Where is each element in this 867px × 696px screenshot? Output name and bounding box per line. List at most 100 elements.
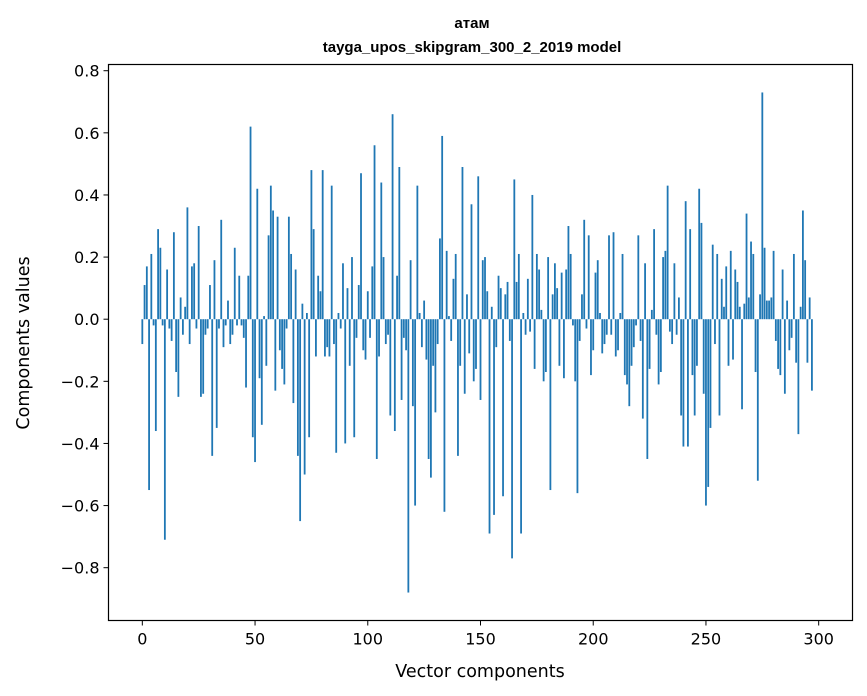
bar-16 [177, 319, 180, 397]
bar-250 [705, 319, 707, 506]
bar-12 [168, 319, 171, 329]
bar-45 [242, 319, 245, 338]
bar-51 [256, 188, 259, 320]
bar-156 [493, 319, 495, 515]
bar-83 [328, 319, 331, 357]
bar-32 [213, 260, 216, 320]
bar-251 [707, 319, 710, 487]
bar-266 [741, 319, 743, 410]
bar-286 [786, 300, 789, 320]
bar-221 [639, 319, 642, 341]
bar-296 [808, 297, 811, 320]
bar-209 [612, 232, 615, 320]
bar-134 [443, 319, 446, 512]
bar-259 [725, 266, 728, 320]
bar-103 [373, 145, 376, 320]
bar-17 [179, 297, 182, 320]
bar-273 [756, 319, 759, 481]
bar-114 [398, 167, 401, 320]
bar-130 [434, 319, 437, 413]
bar-24 [195, 319, 198, 329]
bar-269 [747, 297, 750, 320]
bar-218 [632, 319, 635, 348]
bar-3 [148, 319, 150, 491]
bar-201 [594, 272, 597, 320]
y-axis-label: Components values [14, 256, 34, 429]
bar-41 [233, 247, 236, 320]
x-tick-label: 150 [465, 630, 496, 649]
bar-66 [290, 253, 293, 320]
bar-11 [166, 269, 169, 320]
bar-1 [143, 285, 146, 320]
bar-142 [461, 167, 464, 320]
bar-240 [682, 319, 685, 447]
bar-58 [272, 210, 274, 320]
bar-211 [617, 319, 619, 351]
bar-217 [630, 319, 633, 366]
bar-213 [621, 253, 624, 320]
bar-70 [299, 319, 302, 522]
bar-226 [650, 309, 653, 320]
bar-267 [743, 303, 746, 320]
bar-158 [497, 275, 500, 320]
bar-204 [601, 319, 604, 354]
bar-40 [231, 319, 234, 335]
bar-97 [360, 173, 362, 320]
bar-214 [623, 319, 626, 376]
bar-135 [445, 250, 448, 320]
bar-4 [150, 253, 153, 320]
bar-0 [141, 319, 144, 345]
bar-60 [276, 216, 279, 320]
bar-89 [342, 263, 344, 320]
bar-7 [157, 229, 159, 320]
bar-111 [391, 114, 394, 320]
bar-202 [596, 260, 599, 320]
bar-87 [337, 312, 340, 320]
bar-252 [709, 319, 712, 428]
bar-129 [432, 319, 435, 366]
bar-294 [804, 260, 807, 320]
bar-115 [400, 319, 403, 400]
bar-256 [718, 319, 721, 416]
bar-75 [310, 170, 313, 320]
bar-18 [182, 319, 184, 335]
bar-169 [522, 312, 525, 320]
chart-subtitle: tayga_upos_skipgram_300_2_2019 model [323, 39, 622, 56]
bar-234 [668, 319, 671, 332]
bar-78 [317, 275, 320, 320]
bar-182 [551, 294, 554, 320]
bar-232 [664, 250, 667, 320]
bar-141 [459, 319, 462, 366]
bar-62 [281, 319, 283, 369]
bar-161 [504, 294, 507, 320]
bar-38 [227, 300, 229, 320]
bar-268 [745, 213, 748, 320]
bar-160 [502, 319, 504, 497]
bar-228 [655, 319, 658, 335]
y-tick-label: 0.6 [74, 124, 99, 143]
bar-227 [653, 229, 655, 320]
bar-292 [799, 306, 802, 320]
bar-122 [416, 185, 419, 320]
bar-254 [714, 319, 716, 345]
bar-241 [684, 201, 687, 320]
bar-144 [466, 294, 468, 320]
bar-55 [265, 319, 268, 366]
x-tick-label: 50 [245, 630, 265, 649]
bar-21 [188, 319, 191, 345]
bar-69 [296, 319, 299, 456]
bar-124 [420, 319, 423, 348]
bar-229 [657, 319, 660, 385]
bar-198 [587, 235, 590, 320]
bar-133 [441, 135, 444, 320]
bar-184 [556, 288, 559, 320]
bar-65 [287, 216, 290, 320]
bar-150 [479, 319, 482, 400]
bar-49 [251, 319, 254, 438]
y-tick-label: 0.4 [74, 186, 99, 205]
bar-233 [666, 185, 669, 320]
bar-57 [269, 185, 272, 320]
bar-263 [734, 269, 737, 320]
bar-125 [423, 300, 426, 320]
